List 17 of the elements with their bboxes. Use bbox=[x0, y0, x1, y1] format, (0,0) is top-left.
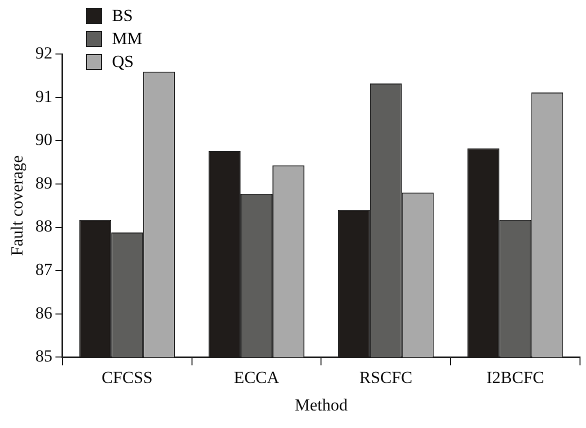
x-tick-label: ECCA bbox=[234, 368, 280, 387]
legend-label: QS bbox=[112, 51, 134, 73]
y-tick-label: 88 bbox=[35, 216, 52, 236]
x-axis-title: Method bbox=[294, 395, 348, 414]
y-tick-label: 86 bbox=[35, 303, 52, 322]
y-tick-label: 92 bbox=[35, 43, 52, 62]
x-tick-label: CFCSS bbox=[102, 368, 153, 387]
y-tick-label: 91 bbox=[35, 86, 52, 106]
y-tick-label: 87 bbox=[35, 260, 53, 280]
y-axis-title: Fault coverage bbox=[8, 155, 27, 256]
x-tick-label: I2BCFC bbox=[486, 368, 544, 387]
y-tick-label: 85 bbox=[35, 346, 52, 366]
y-tick-label: 90 bbox=[35, 130, 52, 150]
x-tick-label: RSCFC bbox=[359, 368, 412, 387]
legend-label: MM bbox=[112, 28, 142, 50]
y-tick-label: 89 bbox=[35, 173, 52, 192]
legend-label: BS bbox=[112, 5, 133, 27]
